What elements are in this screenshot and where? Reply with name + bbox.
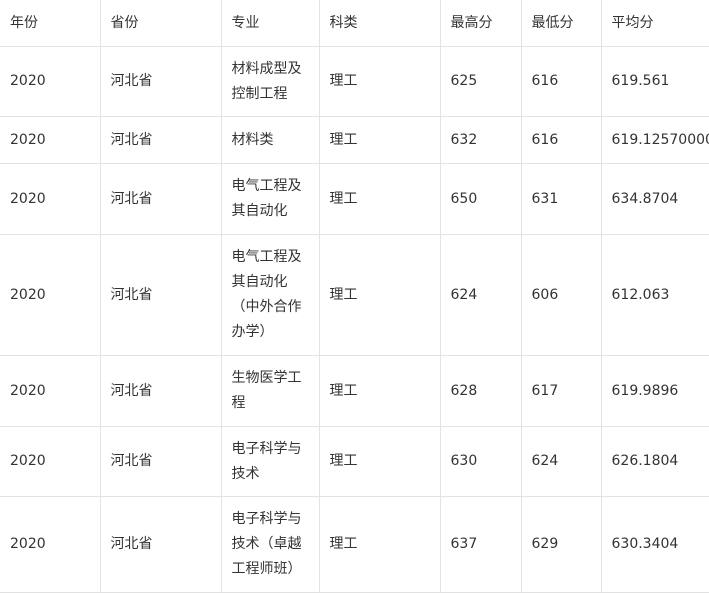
table-cell: 637 — [440, 496, 522, 593]
table-cell: 628 — [440, 355, 522, 427]
table-cell: 612.063 — [601, 234, 709, 356]
table-row: 2020 河北省 电气工程及其自动化（中外合作办学） 理工 624 606 612.063 — [0, 234, 709, 356]
table-cell: 电子科学与技术（卓越工程师班） — [221, 496, 320, 593]
table-cell: 617 — [521, 355, 602, 427]
column-header: 平均分 — [601, 0, 709, 47]
table-cell: 625 — [440, 46, 522, 117]
table-cell: 631 — [521, 163, 602, 235]
table-cell: 619.125700000 — [601, 116, 709, 164]
table-row: 2020 河北省 电子科学与技术 理工 630 624 626.1804 — [0, 426, 709, 497]
column-header: 专业 — [221, 0, 320, 47]
cell-text: 生物医学工程 — [231, 370, 302, 411]
table-row: 2020 河北省 电气工程及其自动化 理工 650 631 634.8704 — [0, 163, 709, 235]
column-header: 最高分 — [440, 0, 522, 47]
table-cell: 理工 — [319, 496, 441, 593]
table-cell: 629 — [521, 496, 602, 593]
table-cell: 616 — [521, 46, 602, 117]
table-cell: 理工 — [319, 116, 441, 164]
table-body: 2020 河北省 材料成型及控制工程 理工 625 616 619.561 2020 河北省 材料… — [0, 46, 709, 593]
table-cell: 理工 — [319, 163, 441, 235]
column-header: 省份 — [100, 0, 222, 47]
table-cell: 624 — [440, 234, 522, 356]
table-cell: 河北省 — [100, 355, 222, 427]
cell-text: 材料成型及控制工程 — [231, 60, 302, 102]
table-cell: 2020 — [0, 496, 101, 593]
table-cell: 624 — [521, 426, 602, 497]
table-cell: 理工 — [319, 426, 441, 497]
table-cell: 电子科学与技术 — [221, 426, 320, 497]
cell-text: 电气工程及其自动化（中外合作办学） — [231, 249, 302, 340]
table-cell: 606 — [521, 234, 602, 356]
column-header: 年份 — [0, 0, 101, 47]
table-cell: 634.8704 — [601, 163, 709, 235]
table-cell: 河北省 — [100, 116, 222, 164]
table-cell: 电气工程及其自动化 — [221, 163, 320, 235]
table-cell: 电气工程及其自动化（中外合作办学） — [221, 234, 320, 356]
cell-text: 电气工程及其自动化 — [231, 178, 302, 219]
table-cell: 生物医学工程 — [221, 355, 320, 427]
table-cell: 河北省 — [100, 234, 222, 356]
table-cell: 河北省 — [100, 496, 222, 593]
cell-text: 电子科学与技术（卓越工程师班） — [231, 511, 302, 577]
table-cell: 650 — [440, 163, 522, 235]
cell-text: 电子科学与技术 — [231, 440, 302, 482]
header-row: 年份 省份 专业 科类 最高分 最低分 平均分 — [0, 0, 709, 47]
table-cell: 河北省 — [100, 426, 222, 497]
table-cell: 材料成型及控制工程 — [221, 46, 320, 117]
table-cell: 2020 — [0, 163, 101, 235]
table-cell: 2020 — [0, 426, 101, 497]
column-header: 最低分 — [521, 0, 602, 47]
table-cell: 2020 — [0, 46, 101, 117]
table-cell: 626.1804 — [601, 426, 709, 497]
table-cell: 632 — [440, 116, 522, 164]
table-cell: 619.561 — [601, 46, 709, 117]
table-cell: 河北省 — [100, 46, 222, 117]
table-row: 2020 河北省 材料成型及控制工程 理工 625 616 619.561 — [0, 46, 709, 117]
table-cell: 2020 — [0, 234, 101, 356]
table-row: 2020 河北省 电子科学与技术（卓越工程师班） 理工 637 629 630.3404 — [0, 496, 709, 593]
cell-text: 材料类 — [231, 131, 274, 148]
table-cell: 理工 — [319, 355, 441, 427]
table-cell: 630.3404 — [601, 496, 709, 593]
table-cell: 2020 — [0, 355, 101, 427]
table-cell: 2020 — [0, 116, 101, 164]
table-cell: 材料类 — [221, 116, 320, 164]
table-cell: 619.9896 — [601, 355, 709, 427]
table-cell: 理工 — [319, 234, 441, 356]
table-row: 2020 河北省 生物医学工程 理工 628 617 619.9896 — [0, 355, 709, 427]
table-cell: 理工 — [319, 46, 441, 117]
table-cell: 630 — [440, 426, 522, 497]
column-header: 科类 — [319, 0, 441, 47]
table-cell: 河北省 — [100, 163, 222, 235]
table-cell: 616 — [521, 116, 602, 164]
